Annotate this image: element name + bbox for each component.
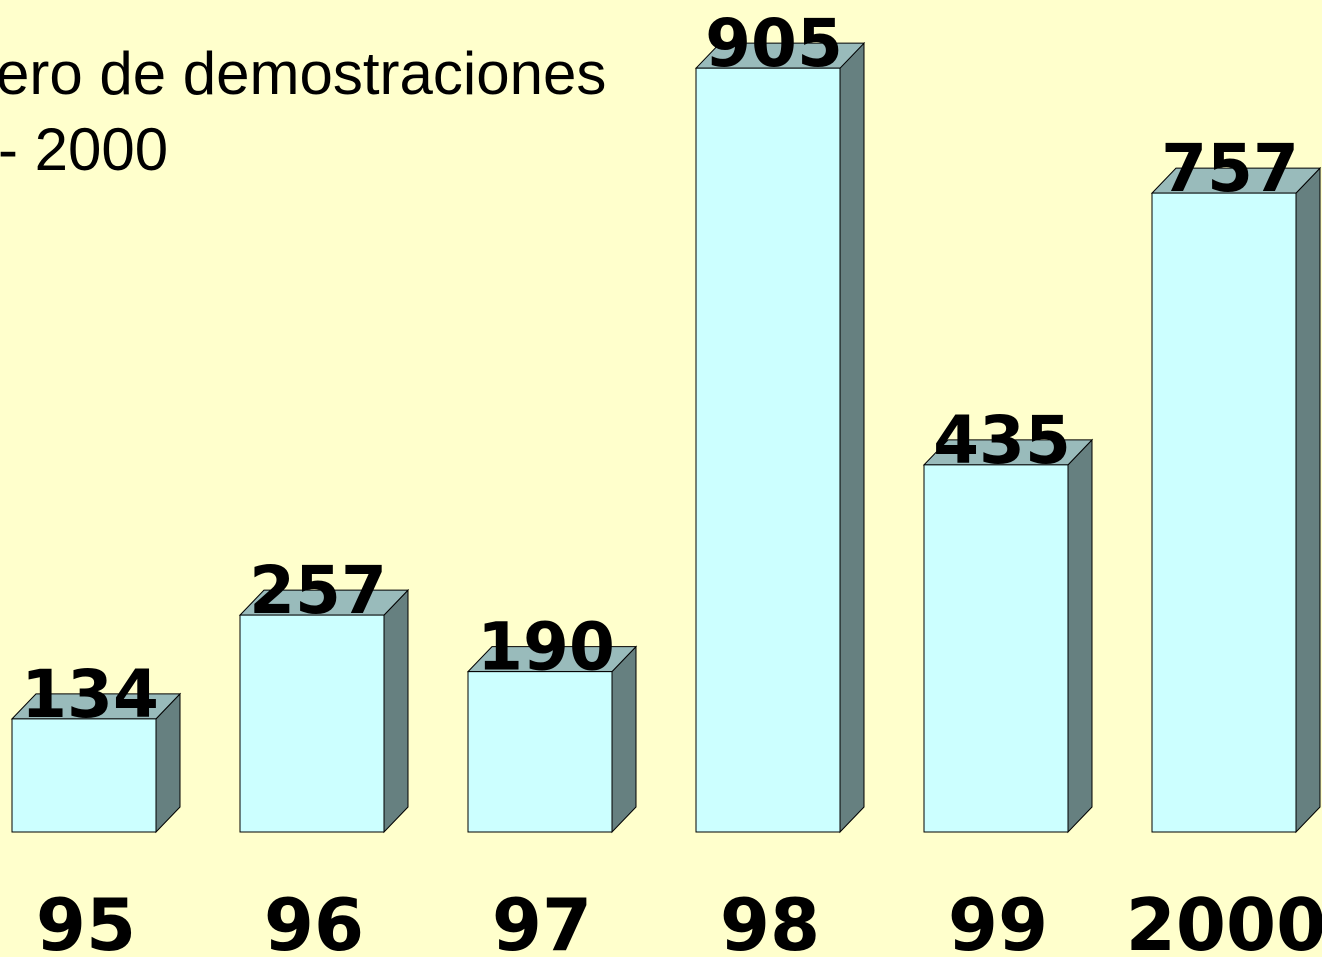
chart-subtitle: - 2000 (0, 116, 168, 183)
chart-title: ero de demostraciones (0, 40, 606, 107)
bar-side (1295, 166, 1321, 834)
data-label: 757 (1161, 130, 1299, 207)
bar-side (839, 41, 865, 834)
data-label: 905 (705, 5, 843, 82)
bar-side (1067, 438, 1093, 834)
x-tick-label: 97 (492, 883, 592, 957)
bar (695, 67, 841, 833)
bar (467, 671, 613, 833)
x-tick-label: 2000 (1126, 883, 1322, 957)
bar-side (611, 645, 637, 834)
x-tick-label: 95 (36, 883, 136, 957)
bar (11, 718, 157, 833)
data-label: 190 (477, 609, 615, 686)
data-label: 257 (249, 552, 387, 629)
bar (1151, 192, 1297, 833)
x-tick-label: 99 (948, 883, 1048, 957)
bar-side (383, 588, 409, 834)
x-tick-label: 96 (264, 883, 364, 957)
data-label: 134 (21, 656, 159, 733)
data-label: 435 (933, 402, 1071, 479)
x-tick-label: 98 (720, 883, 820, 957)
bar (239, 614, 385, 833)
bar (923, 464, 1069, 833)
